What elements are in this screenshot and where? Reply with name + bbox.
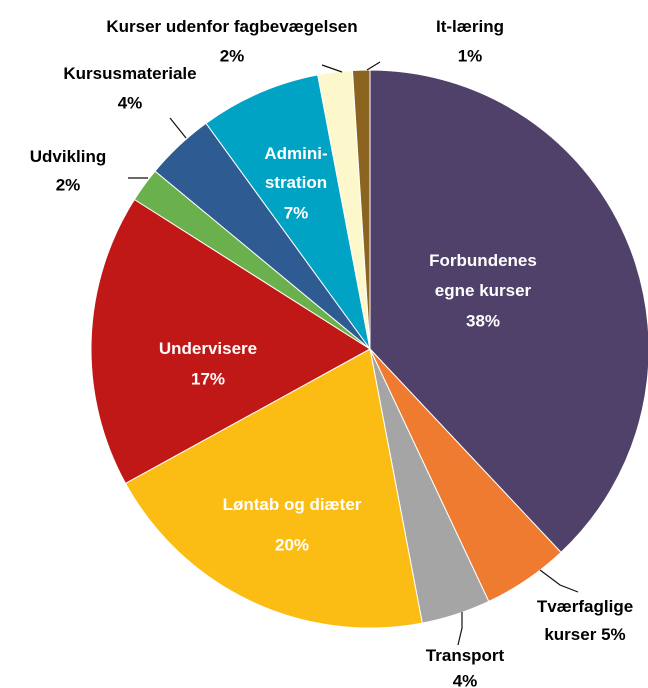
category-label: Forbundenes — [429, 251, 537, 270]
category-line: Løntab og diæter — [223, 495, 362, 514]
pie-slice — [124, 348, 423, 629]
slice-label: Undervisere 17% — [159, 339, 257, 388]
category-label: stration — [265, 173, 327, 192]
leader-lines — [128, 61, 579, 646]
value-label: 20% — [275, 535, 309, 554]
slice-label: It-læring 1% — [436, 17, 504, 65]
category-label: Kurser udenfor fagbevægelsen — [106, 17, 357, 36]
category-line: Kursusmateriale — [63, 64, 196, 83]
value-label: 4% — [453, 671, 478, 688]
pie-slice — [90, 198, 371, 485]
category-label: egne kurser — [435, 281, 532, 300]
value-label: 1% — [458, 46, 483, 65]
leader-line — [321, 64, 343, 73]
slice-label: Admini-stration 7% — [264, 144, 327, 222]
category-line: Transport — [426, 646, 505, 665]
category-line: egne kurser — [435, 281, 532, 300]
slice-label: Løntab og diæter 20% — [223, 495, 362, 554]
value-label: 17% — [191, 369, 225, 388]
category-label: Kursusmateriale — [63, 64, 196, 83]
category-line: Udvikling — [30, 147, 107, 166]
category-label: Admini- — [264, 144, 327, 163]
slice-label: Kursusmateriale 4% — [63, 64, 196, 112]
value-label: 4% — [118, 93, 143, 112]
value-label: 5% — [601, 625, 626, 644]
value-label: 38% — [466, 311, 500, 330]
slice-label: Transport 4% — [426, 646, 505, 688]
pie-slice — [369, 69, 648, 554]
pie-slice — [205, 74, 371, 350]
slice-label: Udvikling 2% — [30, 147, 107, 194]
pie — [90, 69, 648, 629]
value-label: 7% — [284, 203, 309, 222]
category-line: It-læring — [436, 17, 504, 36]
leader-line — [169, 117, 187, 139]
category-label: kurser 5% — [544, 625, 625, 644]
category-line: Tværfaglige — [537, 597, 633, 616]
category-line: stration — [265, 173, 327, 192]
category-label: It-læring — [436, 17, 504, 36]
leader-line — [457, 612, 463, 646]
category-label: Undervisere — [159, 339, 257, 358]
slice-label: Kurser udenfor fagbevægelsen 2% — [106, 17, 357, 65]
category-label: Udvikling — [30, 147, 107, 166]
leader-line — [539, 569, 579, 593]
category-line: Kurser udenfor fagbevægelsen — [106, 17, 357, 36]
category-line: Admini- — [264, 144, 327, 163]
category-label: Transport — [426, 646, 505, 665]
category-label: Tværfaglige — [537, 597, 633, 616]
category-label: Løntab og diæter — [223, 495, 362, 514]
slice-label: Tværfaglige kurser 5% — [537, 597, 633, 644]
value-label: 2% — [220, 46, 245, 65]
value-label: 2% — [56, 175, 81, 194]
pie-slice — [351, 69, 371, 350]
slice-label: Forbundenes egne kurser 38% — [429, 251, 537, 330]
category-line: Forbundenes — [429, 251, 537, 270]
category-line: Undervisere — [159, 339, 257, 358]
category-line: kurser — [544, 625, 596, 644]
leader-line — [366, 61, 381, 71]
